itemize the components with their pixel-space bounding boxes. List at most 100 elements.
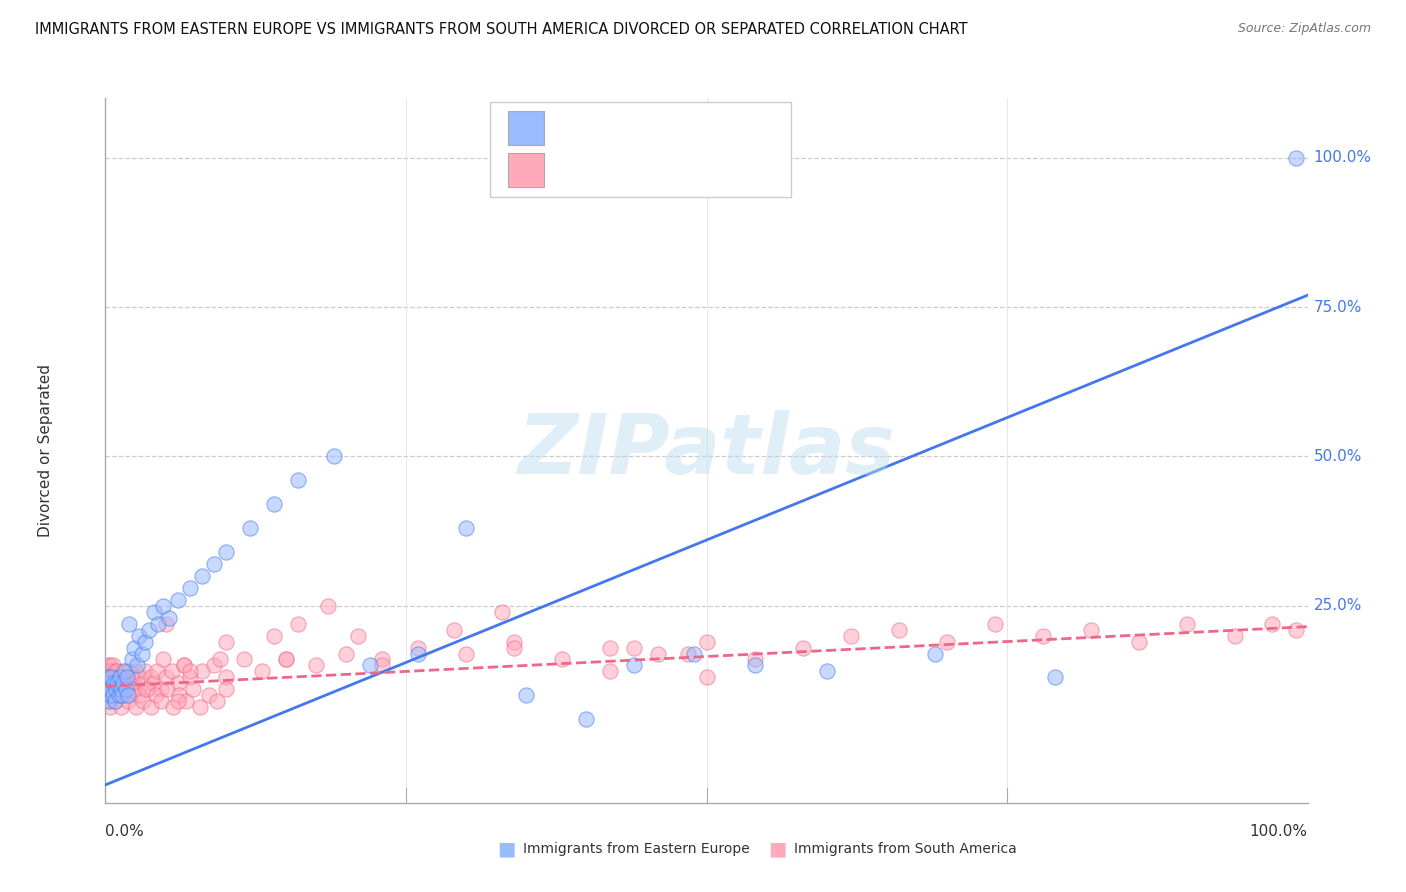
Point: [117, 688, 139, 702]
Point: [162, 700, 184, 714]
Point: [149, 694, 172, 708]
Point: [406, 640, 429, 655]
Point: [115, 670, 138, 684]
Point: [118, 616, 141, 631]
Point: [112, 665, 135, 679]
Point: [114, 665, 136, 679]
Point: [138, 623, 160, 637]
Point: [274, 652, 297, 666]
Point: [121, 682, 143, 697]
Point: [125, 658, 148, 673]
Text: 100.0%: 100.0%: [1313, 151, 1372, 165]
Point: [173, 658, 195, 673]
Point: [117, 694, 139, 708]
Point: [128, 688, 150, 702]
Point: [96, 665, 118, 679]
Point: [103, 676, 125, 690]
Point: [1128, 634, 1150, 648]
Point: [190, 700, 212, 714]
Point: [744, 652, 766, 666]
Point: [121, 652, 143, 666]
Point: [115, 688, 138, 702]
Point: [322, 450, 344, 464]
Point: [274, 652, 297, 666]
Point: [101, 658, 124, 673]
Point: [139, 700, 162, 714]
Text: 0.0%: 0.0%: [105, 823, 145, 838]
Point: [263, 629, 285, 643]
Point: [100, 676, 122, 690]
Point: [103, 682, 125, 697]
Point: [503, 634, 526, 648]
Point: [287, 473, 309, 487]
Point: [239, 521, 262, 535]
Point: [599, 640, 621, 655]
Point: [647, 647, 669, 661]
Point: [103, 676, 125, 690]
Point: [98, 688, 121, 702]
Point: [515, 688, 537, 702]
Point: [696, 634, 718, 648]
Point: [104, 665, 127, 679]
Point: [1225, 629, 1247, 643]
Text: Immigrants from Eastern Europe: Immigrants from Eastern Europe: [523, 842, 749, 856]
Text: ■: ■: [768, 839, 787, 859]
Point: [110, 682, 132, 697]
Point: [148, 616, 170, 631]
Point: [173, 658, 195, 673]
Point: [1032, 629, 1054, 643]
Point: [551, 652, 574, 666]
Point: [107, 676, 129, 690]
Point: [97, 688, 120, 702]
Point: [1284, 623, 1306, 637]
Text: 25.0%: 25.0%: [1313, 599, 1362, 613]
Point: [371, 658, 394, 673]
Point: [696, 670, 718, 684]
Point: [107, 682, 129, 697]
Point: [132, 694, 155, 708]
Point: [198, 688, 221, 702]
Point: [1080, 623, 1102, 637]
Text: Source: ZipAtlas.com: Source: ZipAtlas.com: [1237, 22, 1371, 36]
Point: [121, 670, 143, 684]
Point: [839, 629, 862, 643]
Text: Divorced or Separated: Divorced or Separated: [38, 364, 53, 537]
Point: [124, 640, 146, 655]
Point: [491, 605, 513, 619]
Point: [371, 652, 394, 666]
Point: [792, 640, 814, 655]
Point: [101, 688, 124, 702]
Point: [136, 682, 159, 697]
Point: [1043, 670, 1066, 684]
Point: [98, 665, 121, 679]
Text: 50.0%: 50.0%: [1313, 449, 1362, 464]
Point: [214, 682, 236, 697]
Point: [887, 623, 910, 637]
Point: [166, 676, 188, 690]
Point: [179, 665, 201, 679]
Point: [202, 557, 225, 571]
Text: 100.0%: 100.0%: [1250, 823, 1308, 838]
Point: [214, 670, 236, 684]
Point: [1260, 616, 1282, 631]
Point: [114, 688, 136, 702]
Text: Immigrants from South America: Immigrants from South America: [794, 842, 1017, 856]
Point: [101, 688, 124, 702]
Point: [214, 545, 236, 559]
Bar: [508, 153, 544, 187]
Point: [683, 647, 706, 661]
Point: [190, 569, 212, 583]
Point: [131, 647, 153, 661]
Point: [97, 658, 120, 673]
Point: [208, 652, 231, 666]
Point: [936, 634, 959, 648]
Point: [166, 694, 188, 708]
Point: [1175, 616, 1198, 631]
Point: [744, 658, 766, 673]
Point: [984, 616, 1007, 631]
Point: [98, 658, 121, 673]
Text: ■: ■: [496, 839, 516, 859]
Text: 75.0%: 75.0%: [1313, 300, 1362, 315]
Point: [111, 688, 134, 702]
Point: [815, 665, 838, 679]
